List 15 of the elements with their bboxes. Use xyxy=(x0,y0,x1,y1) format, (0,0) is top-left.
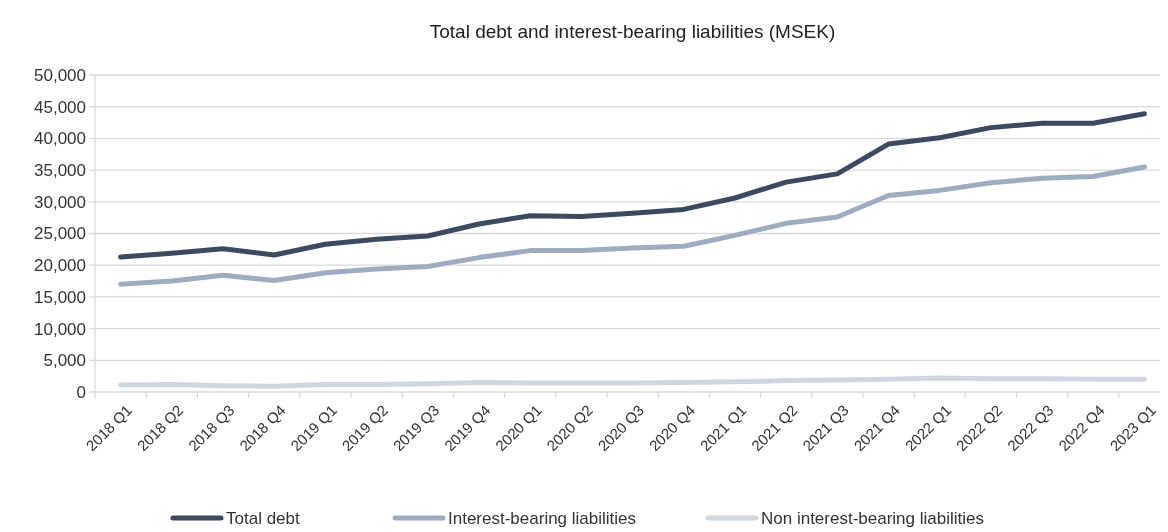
legend-label: Interest-bearing liabilities xyxy=(448,508,637,528)
y-tick-label: 50,000 xyxy=(34,65,86,85)
y-tick-label: 10,000 xyxy=(34,319,86,339)
y-tick-label: 20,000 xyxy=(34,256,86,276)
legend-label: Total debt xyxy=(226,508,300,528)
chart-title: Total debt and interest-bearing liabilities (MSEK) xyxy=(429,21,836,42)
legend-label: Non interest-bearing liabilities xyxy=(761,508,985,528)
y-tick-label: 5,000 xyxy=(43,351,86,371)
y-tick-label: 40,000 xyxy=(34,129,86,149)
y-tick-label: 15,000 xyxy=(34,287,86,307)
y-tick-label: 25,000 xyxy=(34,224,86,244)
y-tick-label: 30,000 xyxy=(34,192,86,212)
y-tick-label: 45,000 xyxy=(34,97,86,117)
y-tick-label: 0 xyxy=(76,382,86,402)
y-tick-label: 35,000 xyxy=(34,161,86,181)
